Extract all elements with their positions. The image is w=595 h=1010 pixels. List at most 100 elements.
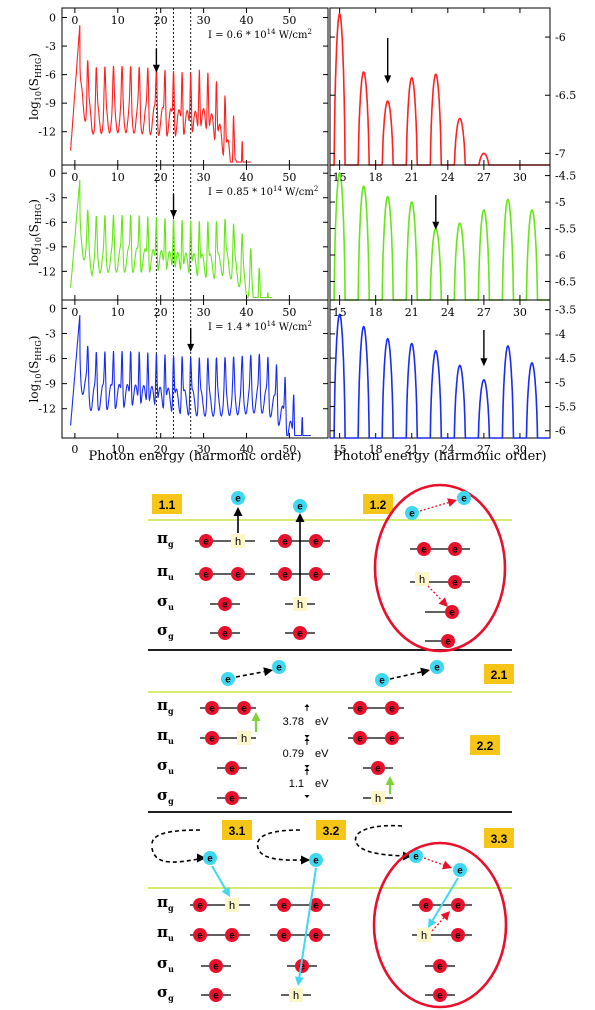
x-tick-label: 50: [282, 171, 296, 184]
electron-circle: [278, 567, 292, 581]
y-tick-label: -4: [555, 328, 566, 341]
badge-bg: [363, 494, 393, 514]
badge-label: 1.2: [370, 498, 387, 512]
gap-arrow-bottom: [304, 795, 310, 798]
y-tick-label: -3: [45, 40, 56, 53]
relaxation-arrow-head: [438, 597, 448, 607]
electron-circle: [199, 534, 213, 548]
x-tick-label: 30: [513, 171, 527, 184]
free-electron: e: [430, 660, 444, 674]
free-electron: e: [293, 499, 307, 513]
x-tick-label: 24: [441, 443, 455, 456]
return-loop: [354, 824, 413, 857]
electron: e: [417, 542, 431, 556]
badge-label: 3.2: [323, 824, 340, 838]
electron: e: [385, 731, 399, 745]
electron-circle: [309, 567, 323, 581]
free-electron-circle: [203, 851, 217, 865]
ionization-arrow-head: [295, 513, 305, 522]
x-tick-label: 18: [369, 443, 383, 456]
x-tick-label: 27: [477, 443, 491, 456]
electron-circle: [237, 701, 251, 715]
electron-label: e: [313, 537, 319, 548]
y-tick-label: 0: [49, 302, 56, 315]
section-badge: 1.2: [363, 494, 393, 514]
free-electron: e: [203, 851, 217, 865]
left-panel-1: 0 -3 -6 -9 -12 0 10 20 30 40 50I = 0.6 * 1014 W/cm…: [27, 7, 329, 166]
hole-label: h: [375, 793, 381, 805]
highlight-circle: [373, 483, 507, 653]
spectrum-line: [70, 25, 251, 163]
free-electron: e: [231, 491, 245, 505]
right-x-axis-label: Photon energy (harmonic order): [333, 449, 546, 464]
excitation-arrow-head: [440, 911, 450, 921]
gap-value: 1.1: [289, 778, 304, 790]
arrow-head: [480, 358, 488, 367]
x-tick-label: 0: [71, 14, 78, 27]
electron: e: [278, 567, 292, 581]
y-tick-label: -6: [45, 353, 56, 366]
y-tick-label: -5.5: [555, 401, 576, 414]
electron-circle: [448, 542, 462, 556]
y-tick-label: -5: [555, 376, 566, 389]
free-electron: e: [409, 849, 423, 863]
x-tick-label: 18: [369, 171, 383, 184]
hole-label: h: [293, 990, 299, 1002]
electron-label: e: [455, 901, 461, 912]
x-tick-label: 10: [111, 306, 125, 319]
x-tick-label: 30: [197, 171, 211, 184]
hole-label: h: [235, 536, 241, 548]
y-tick-label: -5.5: [555, 223, 576, 236]
y-axis-label: log10(SHHG): [27, 53, 43, 120]
electron-label: e: [282, 570, 288, 581]
hole-bg: [289, 988, 303, 1002]
electron: e: [293, 626, 307, 640]
electron-circle: [199, 567, 213, 581]
electron-circle: [205, 731, 219, 745]
harmonic-peaks-line: [330, 12, 550, 166]
y-tick-label: -6.5: [555, 275, 576, 288]
highlight-circle: [372, 841, 508, 1009]
right-panel-1: -6 -6.5 -7: [329, 7, 576, 166]
free-electron-circle: [293, 499, 307, 513]
electron: e: [199, 534, 213, 548]
recombination-arrow-shaft: [211, 865, 227, 890]
hole: h: [237, 731, 251, 745]
gap-unit: eV: [315, 778, 329, 790]
gap-unit: eV: [315, 748, 329, 760]
gap-value: 0.79: [283, 748, 304, 760]
electron: e: [218, 597, 232, 611]
electron-label: e: [197, 931, 203, 942]
electron-circle: [209, 988, 223, 1002]
gap-arrow-bottom: [304, 735, 310, 738]
electron: e: [225, 791, 239, 805]
section-badge: 3.2: [316, 820, 346, 840]
electron: e: [385, 701, 399, 715]
free-electron: e: [375, 673, 389, 687]
electron: e: [451, 928, 465, 942]
electron-circle: [277, 928, 291, 942]
electron-label: e: [299, 962, 305, 973]
free-electron-circle: [221, 672, 235, 686]
hole: h: [225, 898, 239, 912]
electron: e: [448, 542, 462, 556]
hole: h: [417, 928, 431, 942]
electron-label: e: [225, 675, 231, 686]
arrow-head: [187, 343, 195, 352]
electron-circle: [419, 898, 433, 912]
y-tick-label: -3: [45, 327, 56, 340]
badge-label: 2.1: [491, 668, 508, 682]
orbital-label: σg: [157, 786, 174, 806]
x-tick-label: 30: [197, 306, 211, 319]
electron: e: [309, 534, 323, 548]
y-tick-label: -4.5: [555, 170, 576, 183]
free-electron: e: [221, 672, 235, 686]
free-electron-circle: [457, 491, 471, 505]
free-electron: e: [453, 863, 467, 877]
electron-circle: [353, 731, 367, 745]
electron-label: e: [413, 852, 419, 863]
y-tick-label: 0: [49, 167, 56, 180]
ionization-diagram: 1.1 1.2 πg πu σu σg e h e e e e e e e e e h e e e e e e h e e e 2.1 2…: [148, 483, 514, 1009]
return-loop: [151, 829, 206, 863]
